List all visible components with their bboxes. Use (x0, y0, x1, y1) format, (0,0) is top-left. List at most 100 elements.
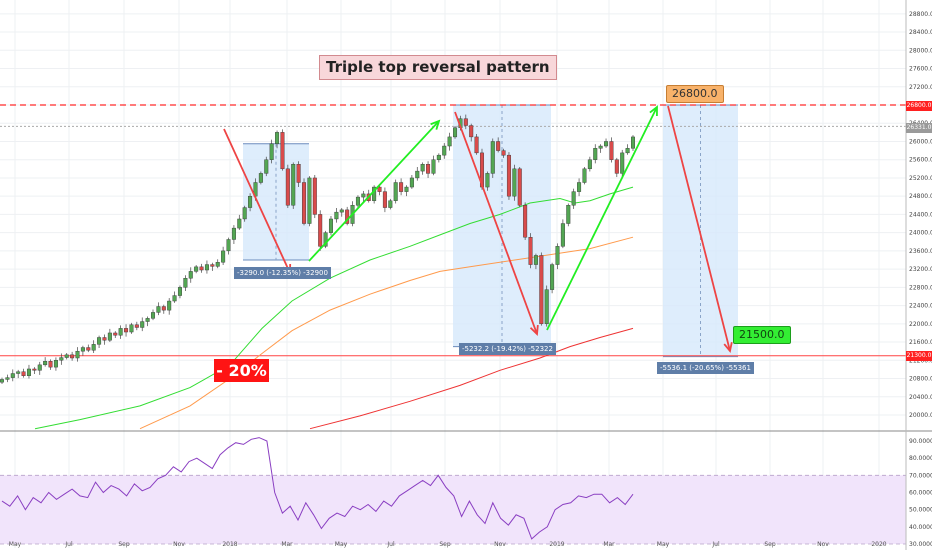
x-tick-label: Nov (173, 541, 185, 548)
y-tick-label: 25600.0 (909, 157, 932, 164)
candle-body (513, 169, 517, 196)
candle-body (259, 173, 263, 182)
candle-body (33, 369, 37, 370)
candle-body (119, 328, 123, 335)
y-tick-label: 20400.0 (909, 394, 932, 401)
candle-body (405, 187, 409, 192)
candle-body (410, 178, 414, 187)
candle-body (76, 351, 80, 358)
candle-body (356, 197, 360, 205)
candle-body (593, 148, 597, 159)
candle-body (545, 290, 549, 324)
candle-body (486, 173, 490, 187)
percent-badge: - 20% (214, 359, 269, 382)
x-tick-label: May (9, 541, 22, 548)
candle-body (469, 126, 473, 137)
candle-body (237, 219, 241, 228)
x-tick-label: Sep (439, 541, 451, 548)
x-tick-label: Sep (118, 541, 130, 548)
y-tick-label: 25200.0 (909, 175, 932, 182)
measurement-label: -5232.2 (-19.42%) -52322 (459, 343, 556, 355)
candle-body (275, 132, 279, 143)
candle-body (362, 194, 366, 197)
candle-body (281, 132, 285, 168)
candle-body (502, 151, 506, 156)
candle-body (243, 208, 247, 219)
candle-body (27, 369, 31, 376)
candle-body (399, 183, 403, 192)
x-tick-label: 2020 (871, 541, 886, 548)
candle-body (286, 169, 290, 205)
x-tick-label: 2019 (549, 541, 564, 548)
candle-body (610, 141, 614, 159)
candle-body (437, 155, 441, 160)
y-tick-label: 21600.0 (909, 339, 932, 346)
candle-body (415, 171, 419, 178)
candle-body (22, 372, 26, 376)
candle-body (448, 137, 452, 146)
candle-body (124, 328, 128, 332)
rsi-tick-label: 60.0000 (909, 490, 932, 497)
candle-body (572, 192, 576, 206)
rsi-tick-label: 80.0000 (909, 455, 932, 462)
y-tick-label: 23600.0 (909, 248, 932, 255)
chart-title: Triple top reversal pattern (319, 55, 557, 80)
rsi-tick-label: 90.0000 (909, 438, 932, 445)
candle-body (103, 338, 107, 341)
candle-body (11, 374, 15, 378)
candle-body (383, 192, 387, 208)
resistance-axis-tag: 26800.0 (906, 101, 932, 111)
candle-body (194, 267, 198, 272)
candle-body (335, 212, 339, 219)
y-tick-label: 22000.0 (909, 321, 932, 328)
target-high-tag: 26800.0 (666, 85, 724, 103)
candle-body (60, 358, 64, 361)
candle-body (43, 361, 47, 365)
candle-body (97, 338, 101, 345)
up-arrow (547, 107, 657, 330)
candle-body (205, 265, 209, 270)
candle-body (518, 169, 522, 205)
measurement-label: -5536.1 (-20.65%) -55361 (657, 362, 754, 374)
candle-body (626, 148, 630, 153)
candle-body (54, 360, 58, 367)
candle-body (615, 160, 619, 174)
y-tick-label: 26000.0 (909, 138, 932, 145)
candle-body (583, 169, 587, 183)
candle-body (464, 119, 468, 126)
candle-body (0, 379, 4, 382)
candle-body (421, 164, 425, 171)
candle-body (38, 365, 42, 370)
candle-body (248, 196, 252, 207)
y-tick-label: 22800.0 (909, 284, 932, 291)
y-tick-label: 20800.0 (909, 376, 932, 383)
candle-body (200, 267, 204, 270)
candle-body (329, 219, 333, 233)
candle-body (529, 237, 533, 264)
x-tick-label: 2018 (222, 541, 237, 548)
candle-body (432, 160, 436, 174)
y-tick-label: 20000.0 (909, 412, 932, 419)
candle-body (146, 318, 150, 321)
candle-body (92, 344, 96, 350)
candle-body (264, 160, 268, 174)
candle-body (49, 361, 53, 367)
zones (243, 105, 738, 357)
x-tick-label: Nov (494, 541, 506, 548)
candle-body (232, 228, 236, 239)
candle-body (313, 178, 317, 214)
x-tick-label: Sep (764, 541, 776, 548)
x-tick-label: May (657, 541, 670, 548)
candle-body (550, 265, 554, 290)
candle-body (291, 164, 295, 205)
candle-body (302, 183, 306, 224)
x-tick-label: Mar (281, 541, 293, 548)
support-axis-tag: 21300.0 (906, 351, 932, 361)
up-arrow (309, 121, 439, 261)
y-tick-label: 27600.0 (909, 66, 932, 73)
candle-body (130, 325, 134, 332)
candle-body (6, 378, 10, 380)
candle-body (426, 164, 430, 173)
x-tick-label: Mar (603, 541, 615, 548)
rsi-tick-label: 40.0000 (909, 524, 932, 531)
